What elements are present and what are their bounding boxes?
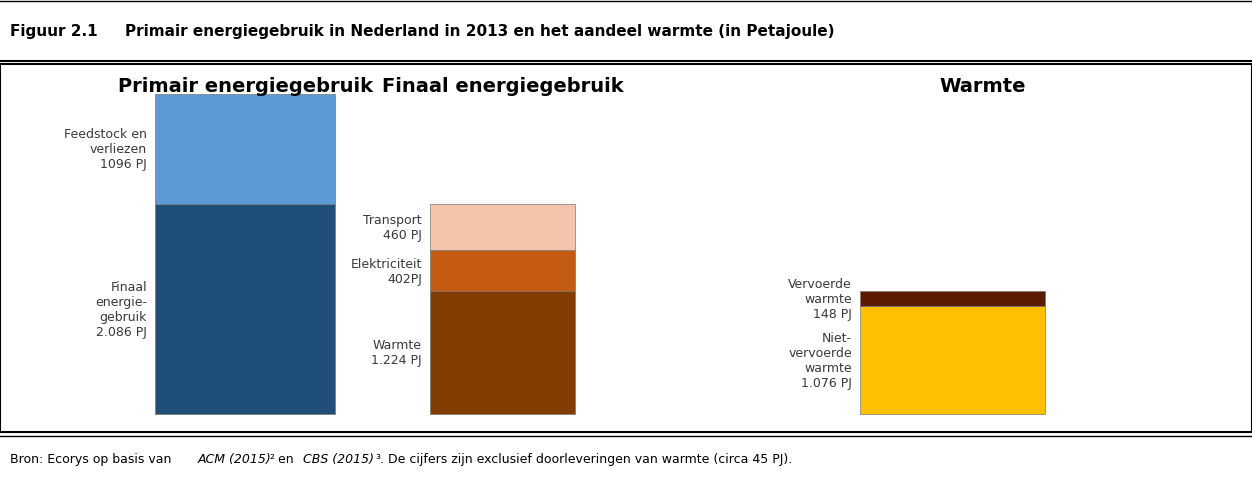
Text: Transport
460 PJ: Transport 460 PJ [363,214,422,242]
Text: ³: ³ [376,452,381,465]
Text: Feedstock en
verliezen
1096 PJ: Feedstock en verliezen 1096 PJ [64,128,146,171]
Text: Finaal
energie-
gebruik
2.086 PJ: Finaal energie- gebruik 2.086 PJ [95,280,146,338]
Text: CBS (2015): CBS (2015) [303,452,374,465]
Text: . De cijfers zijn exclusief doorleveringen van warmte (circa 45 PJ).: . De cijfers zijn exclusief doorlevering… [381,452,793,465]
Text: Bron: Ecorys op basis van: Bron: Ecorys op basis van [10,452,175,465]
Text: Niet-
vervoerde
warmte
1.076 PJ: Niet- vervoerde warmte 1.076 PJ [789,331,853,389]
Bar [155,95,336,204]
Text: Warmte: Warmte [939,77,1025,96]
Text: Elektriciteit
402PJ: Elektriciteit 402PJ [351,257,422,285]
Text: Warmte
1.224 PJ: Warmte 1.224 PJ [372,339,422,367]
Text: ACM (2015): ACM (2015) [198,452,270,465]
Bar [429,291,575,414]
Text: ²: ² [269,452,274,465]
Text: Vervoerde
warmte
148 PJ: Vervoerde warmte 148 PJ [789,277,853,320]
Bar [155,204,336,414]
Bar [860,306,1045,414]
Text: en: en [274,452,298,465]
Text: Primair energiegebruik in Nederland in 2013 en het aandeel warmte (in Petajoule): Primair energiegebruik in Nederland in 2… [125,24,835,38]
Text: Primair energiegebruik: Primair energiegebruik [118,77,373,96]
Text: Finaal energiegebruik: Finaal energiegebruik [382,77,623,96]
Bar [429,251,575,291]
Text: Figuur 2.1: Figuur 2.1 [10,24,98,38]
Bar [860,291,1045,306]
Bar [429,204,575,251]
